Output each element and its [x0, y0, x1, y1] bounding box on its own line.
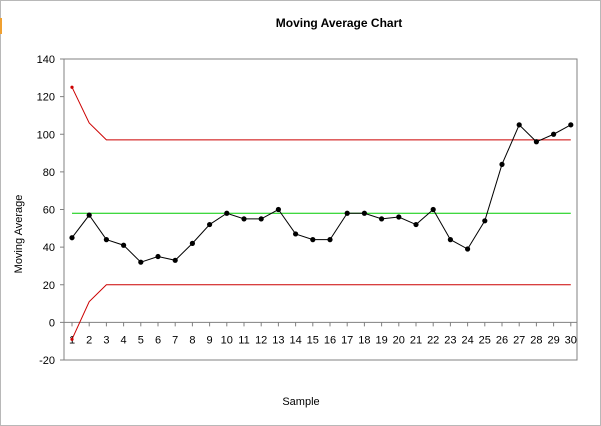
y-tick-label: 120	[37, 92, 55, 104]
data-point	[258, 216, 264, 222]
data-point	[516, 122, 522, 128]
y-tick-label: 20	[43, 280, 55, 292]
data-point	[69, 235, 75, 241]
series-group	[69, 85, 574, 341]
x-axis: 1234567891011121314151617181920212223242…	[64, 321, 577, 346]
data-point	[327, 237, 333, 243]
data-point	[465, 246, 471, 252]
data-point	[430, 206, 436, 213]
y-tick-label: 40	[43, 242, 55, 254]
data-point	[413, 221, 419, 228]
x-tick-label: 21	[410, 334, 422, 346]
data-point	[207, 221, 213, 228]
corner-mark	[0, 18, 2, 34]
x-tick-label: 18	[358, 334, 370, 346]
data-point	[396, 214, 402, 220]
x-tick-label: 14	[289, 334, 301, 346]
data-point	[447, 237, 453, 243]
y-tick-label: 100	[37, 129, 55, 141]
lower-limit-series-line	[71, 284, 571, 340]
data-point	[189, 240, 195, 246]
x-tick-label: 3	[103, 334, 109, 346]
data-point	[551, 131, 557, 137]
x-tick-label: 23	[444, 334, 456, 346]
x-tick-label: 20	[393, 334, 405, 346]
data-point	[482, 218, 488, 224]
x-tick-label: 16	[324, 334, 336, 346]
x-tick-label: 24	[461, 334, 473, 346]
data-point	[138, 259, 144, 265]
data-point	[568, 122, 574, 128]
data-point	[121, 242, 127, 248]
upper-limit-start-point	[70, 85, 74, 89]
y-tick-label: 80	[43, 167, 55, 179]
x-tick-label: 28	[530, 334, 542, 346]
x-tick-label: 5	[138, 334, 144, 346]
data-point	[275, 206, 281, 213]
upper-limit-series-line	[71, 87, 571, 141]
y-tick-label: -20	[39, 355, 55, 367]
x-tick-label: 22	[427, 334, 439, 346]
x-tick-label: 27	[513, 334, 525, 346]
data-point	[361, 210, 367, 216]
data-point	[241, 216, 247, 222]
x-tick-label: 7	[172, 334, 178, 346]
data-point	[344, 210, 350, 216]
x-tick-label: 29	[547, 334, 559, 346]
x-tick-label: 8	[189, 334, 195, 346]
y-tick-label: 60	[43, 205, 55, 217]
x-tick-label: 26	[496, 334, 508, 346]
chart-title: Moving Average Chart	[276, 16, 402, 30]
x-tick-label: 2	[86, 334, 92, 346]
data-point	[499, 161, 505, 167]
plot-area	[63, 58, 578, 361]
x-axis-title: Sample	[282, 396, 319, 408]
x-tick-label: 25	[479, 334, 491, 346]
x-tick-label: 4	[121, 334, 127, 346]
x-tick-label: 17	[341, 334, 353, 346]
x-tick-label: 30	[565, 334, 577, 346]
data-point	[310, 237, 316, 243]
data-point	[172, 257, 178, 263]
data-point	[379, 216, 385, 222]
y-axis: -20 0 20 40 60 80 100 120 140	[37, 54, 64, 367]
y-tick-label: 140	[37, 54, 55, 66]
data-series-line	[71, 123, 572, 263]
x-tick-label: 9	[207, 334, 213, 346]
x-tick-label: 12	[255, 334, 267, 346]
y-axis-title: Moving Average	[13, 195, 25, 274]
lower-limit-start-point	[70, 337, 74, 341]
data-point	[103, 237, 109, 243]
x-tick-label: 11	[238, 334, 249, 346]
data-point	[86, 212, 92, 218]
x-tick-label: 13	[272, 334, 284, 346]
data-point	[293, 231, 299, 237]
data-point	[533, 139, 540, 145]
y-tick-label: 0	[49, 317, 55, 329]
x-tick-label: 6	[155, 334, 161, 346]
x-tick-label: 19	[375, 334, 387, 346]
x-tick-label: 10	[221, 334, 233, 346]
data-point	[155, 253, 161, 260]
x-tick-label: 15	[307, 334, 319, 346]
data-point	[224, 210, 230, 216]
